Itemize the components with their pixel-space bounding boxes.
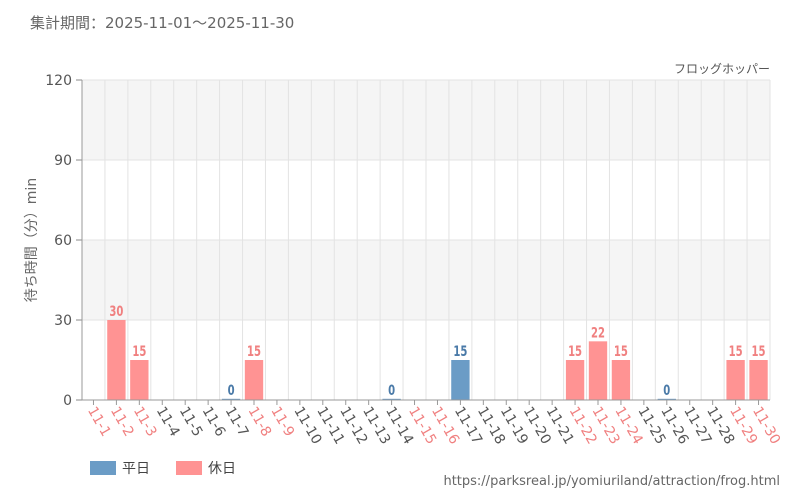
x-tick-label: 11-2 [107, 404, 137, 440]
x-tick-label: 11-6 [199, 404, 229, 440]
bar-11-2 [107, 320, 126, 400]
legend-label-weekday: 平日 [122, 461, 150, 477]
data-label-11-23: 22 [591, 325, 605, 341]
bars [107, 320, 768, 400]
y-tick-label: 120 [45, 73, 72, 89]
x-tick-label: 11-8 [245, 404, 275, 440]
legend-swatch-holiday [176, 461, 202, 475]
legend-label-holiday: 休日 [208, 461, 236, 477]
data-label-11-29: 15 [729, 344, 743, 360]
bar-11-17 [451, 360, 470, 400]
data-label-11-22: 15 [568, 344, 582, 360]
bar-11-23 [588, 341, 608, 400]
data-label-11-7: 0 [228, 383, 235, 399]
data-label-11-30: 15 [752, 344, 766, 360]
data-label-11-14: 0 [388, 383, 395, 399]
x-tick-label: 11-3 [130, 404, 160, 440]
x-tick-label: 11-9 [267, 404, 297, 440]
attraction-name: フロッグホッパー [673, 62, 770, 76]
legend-item-holiday: 休日 [176, 458, 236, 478]
data-label-11-3: 15 [132, 344, 146, 360]
legend-item-weekday: 平日 [90, 458, 150, 478]
x-tick-label: 11-5 [176, 404, 206, 440]
data-labels: 30 15 0 15 0 15 15 22 15 0 15 15 [109, 304, 765, 399]
y-tick-label: 0 [63, 393, 72, 409]
data-label-11-17: 15 [453, 344, 467, 360]
data-label-11-26: 0 [663, 383, 670, 399]
period-label: 集計期間：2025-11-01～2025-11-30 [30, 14, 295, 32]
bar-11-26 [657, 398, 676, 400]
bar-11-24 [611, 360, 631, 400]
x-tick-label: 11-7 [222, 404, 252, 440]
bar-11-14 [382, 398, 401, 400]
y-axis-ticks: 0 30 60 90 120 [45, 73, 82, 409]
data-label-11-2: 30 [109, 304, 123, 320]
bar-11-8 [244, 360, 264, 400]
legend: 平日 休日 [90, 458, 254, 478]
x-tick-label: 11-1 [84, 404, 114, 440]
source-url: https://parksreal.jp/yomiuriland/attract… [443, 474, 780, 489]
y-tick-label: 60 [54, 233, 72, 249]
bar-11-7 [221, 398, 241, 400]
y-tick-label: 30 [54, 313, 72, 329]
y-tick-label: 90 [54, 153, 72, 169]
bar-11-3 [130, 360, 149, 400]
x-tick-label: 11-4 [153, 404, 183, 440]
legend-swatch-weekday [90, 461, 116, 475]
bar-11-30 [749, 360, 768, 400]
data-label-11-8: 15 [247, 344, 261, 360]
x-axis-ticks: 11-111-211-311-411-511-611-711-811-911-1… [84, 400, 783, 447]
bar-11-22 [565, 360, 585, 400]
data-label-11-24: 15 [614, 344, 628, 360]
y-axis-label: 待ち時間（分）min [24, 178, 40, 302]
bar-11-29 [726, 360, 745, 400]
